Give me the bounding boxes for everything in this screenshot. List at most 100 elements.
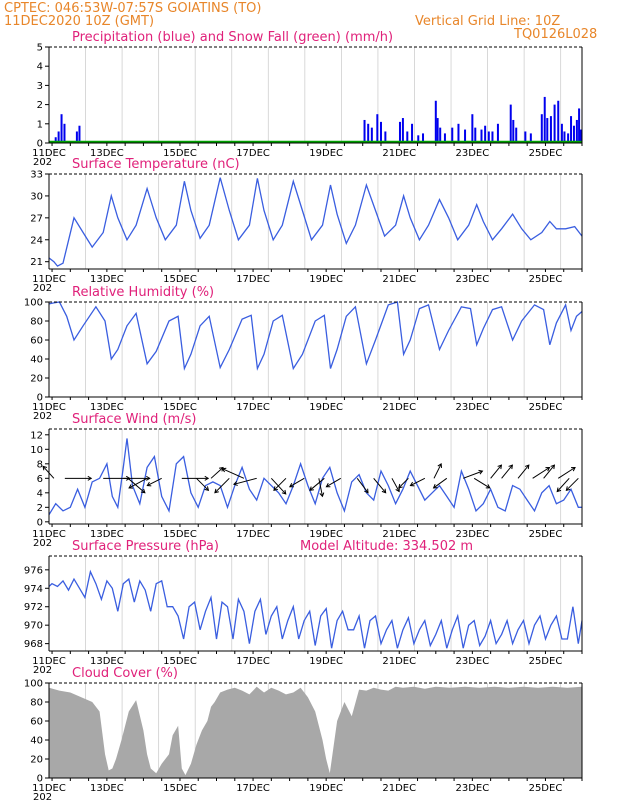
y-tick-label: 2 [37,100,43,111]
cloud-panel: 0 20 40 60 80 100 11DEC 13DEC 15DEC 17DEC 19DEC 21D… [24,679,583,800]
precip-bar [398,121,401,143]
x-tick-label: 21DEC [382,656,416,667]
wind-vector [473,477,491,489]
y-tick-label: 8 [37,459,43,470]
y-tick-label: 10 [30,445,43,456]
wind-vector-head [432,484,438,489]
wind-vector [433,463,442,479]
x-tick-label: 23DEC [455,656,489,667]
y-tick-label: 0 [37,774,43,785]
x-tick-label: 19DEC [309,274,343,285]
wind-vector [557,466,576,479]
x-tick-label: 17DEC [236,274,270,285]
wind-line [48,438,582,515]
wind-vector [232,477,257,486]
x-year-label: 202 [33,665,52,676]
wind-vector-head [140,488,146,494]
wind-vector-head [571,466,576,472]
x-tick-label: 11DEC [32,274,66,285]
wind-vector-shaft [398,477,409,489]
wind-vector-shaft [543,464,555,479]
y-tick-label: 968 [24,639,43,650]
precip-bar [524,131,527,143]
x-tick-label: 15DEC [163,783,197,794]
precip-bar [422,133,425,143]
wind-vector [127,477,146,494]
precip-bar [540,114,543,143]
x-tick-label: 15DEC [163,402,197,413]
x-year-label: 202 [33,283,52,294]
y-tick-label: 100 [24,679,43,690]
y-tick-label: 3 [37,81,43,92]
precip-bar [417,135,420,143]
x-tick-label: 13DEC [90,274,124,285]
wind-vector-shaft [463,470,483,479]
wind-vector-head [398,483,403,489]
precip-bar [443,133,446,143]
wind-vector [196,477,210,491]
precip-bar [491,131,494,143]
wind-vector-shaft [532,467,550,479]
wind-vector-shaft [356,478,369,494]
station-info: CPTEC: 046:53W-07:57S GOIATINS (TO) [4,1,262,16]
x-tick-label: 13DEC [90,529,124,540]
y-tick-label: 970 [24,621,43,632]
cloud-cover-area [49,686,583,778]
y-tick-label: 100 [24,298,43,309]
temperature-panel: 21 24 27 30 33 11DEC 13DEC 15DEC 17DEC 19DEC 21DEC… [30,170,583,294]
x-tick-label: 17DEC [236,148,270,159]
wind-vector [146,477,162,487]
precip-bar [471,114,474,143]
x-tick-label: 25DEC [529,402,563,413]
precip-bar [63,123,66,143]
wind-vector-head [204,475,210,481]
x-tick-label: 19DEC [309,529,343,540]
precip-bar [560,123,563,143]
x-tick-label: 21DEC [382,402,416,413]
wind-vector [432,477,448,489]
precip-bar [546,118,549,143]
wind-vector-shaft [42,465,55,479]
precip-bar [474,127,477,143]
precip-bar [457,123,460,143]
wind-vector-shaft [410,477,426,486]
x-tick-label: 15DEC [163,148,197,159]
y-tick-label: 40 [30,736,43,747]
precip-bar [575,119,578,143]
precip-title: Precipitation (blue) and Snow Fall (gree… [72,30,393,45]
x-tick-label: 25DEC [529,274,563,285]
wind-vector [128,477,148,489]
wind-vector-shaft [557,467,576,479]
precip-bar [512,119,515,143]
y-tick-label: 33 [30,170,43,181]
x-tick-label: 25DEC [529,148,563,159]
x-tick-label: 23DEC [455,402,489,413]
precip-bar [434,100,437,143]
x-year-label: 202 [33,792,52,800]
wind-vector-head [281,489,287,495]
precip-bar [549,116,552,143]
x-tick-label: 13DEC [90,783,124,794]
wind-vector-head [550,464,556,470]
y-tick-label: 1 [37,119,43,130]
y-tick-label: 2 [37,503,43,514]
precip-bar [451,127,454,143]
wind-vector-shaft [565,477,579,491]
y-tick-label: 80 [30,317,43,328]
wind-vector-shaft [433,477,448,489]
wind-vector-shaft [326,477,342,488]
precip-bar [557,100,560,143]
wind-vector-shaft [210,467,224,479]
wind-vector [556,477,570,493]
precip-bar [436,118,439,143]
precip-bar [384,131,387,143]
wind-vector [123,475,151,481]
wind-vector-shaft [222,468,245,479]
y-tick-label: 5 [37,43,43,54]
wind-vector-head [288,482,294,488]
run-time: 11DEC2020 10Z (GMT) [4,14,154,29]
precip-bar [75,131,78,143]
precip-bar [54,137,57,143]
wind-vector [221,467,245,479]
wind-vector-head [87,475,93,481]
